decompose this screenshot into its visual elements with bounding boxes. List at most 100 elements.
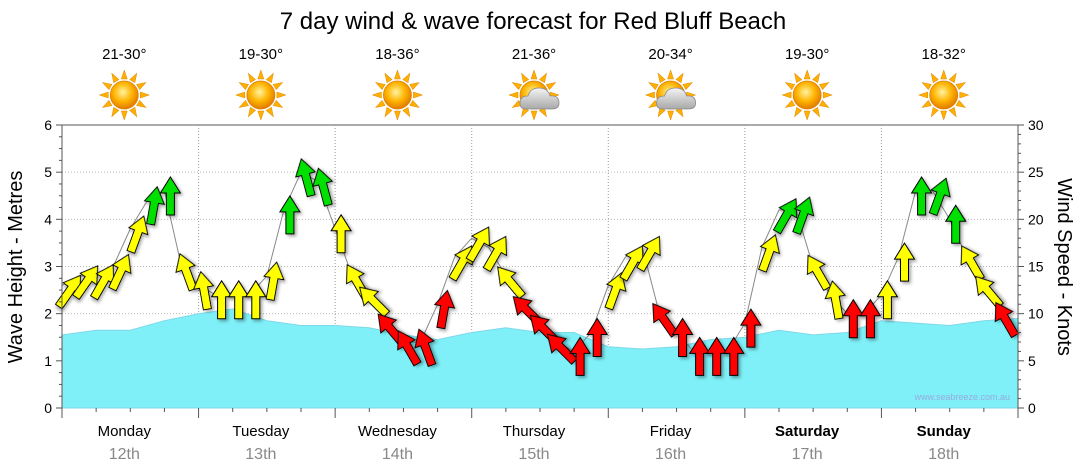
wind-arrow bbox=[569, 336, 592, 376]
wind-arrow bbox=[330, 213, 353, 254]
wind-arrow-shape bbox=[859, 298, 882, 339]
wind-arrow-shape bbox=[546, 333, 578, 365]
sun-ray bbox=[530, 69, 538, 80]
sun-disc bbox=[109, 80, 139, 110]
wind-arrow-shape bbox=[244, 279, 267, 320]
sun-ray bbox=[276, 91, 287, 99]
wind-arrow bbox=[414, 328, 437, 368]
wind-arrow bbox=[497, 266, 526, 300]
sun-ray bbox=[948, 72, 957, 84]
wind-arrow bbox=[859, 298, 882, 339]
sun-rays bbox=[235, 69, 287, 121]
wind-arrow-shape bbox=[263, 261, 285, 301]
wind-arrow-shape bbox=[312, 167, 334, 207]
wind-arrow-shape bbox=[143, 185, 166, 226]
sun-ray bbox=[682, 82, 693, 91]
sun-ray bbox=[930, 106, 939, 118]
day-temperature: 19-30° bbox=[785, 46, 829, 63]
sun-ray bbox=[538, 72, 547, 84]
wind-arrow bbox=[126, 215, 149, 254]
wind-arrow-shape bbox=[758, 234, 781, 273]
sun-ray bbox=[794, 106, 803, 118]
sun-ray bbox=[120, 110, 128, 121]
wind-arrow bbox=[671, 317, 694, 357]
sun-rays bbox=[781, 69, 833, 121]
sun-ray bbox=[129, 106, 138, 118]
wind-arrow bbox=[758, 234, 781, 273]
sun-icon bbox=[781, 69, 833, 121]
x-axis: Monday 12th Tuesday 13th Wednesday 14th Thursd… bbox=[61, 408, 1019, 463]
wind-arrow-shape bbox=[792, 196, 815, 235]
wind-arrow-shape bbox=[772, 198, 798, 235]
sun-ray bbox=[238, 82, 249, 91]
wind-arrow-shape bbox=[482, 235, 507, 273]
day-temperature: 18-36° bbox=[375, 46, 419, 63]
sun-ray bbox=[667, 110, 674, 121]
wind-arrows bbox=[54, 158, 1020, 376]
left-tick-label: 6 bbox=[44, 117, 52, 133]
sun-ray bbox=[247, 72, 256, 84]
sun-ray bbox=[136, 99, 147, 108]
sun-ray bbox=[98, 91, 109, 99]
day-name: Saturday bbox=[775, 423, 840, 440]
wind-arrow bbox=[263, 261, 285, 301]
sun-ray bbox=[101, 82, 113, 91]
wind-arrow bbox=[546, 333, 578, 365]
wind-arrow bbox=[928, 177, 951, 217]
right-tick-label: 20 bbox=[1028, 211, 1044, 227]
day-date: 14th bbox=[382, 446, 413, 463]
left-tick-label: 3 bbox=[44, 259, 52, 275]
sun-ray bbox=[675, 72, 684, 84]
sun-disc bbox=[246, 80, 276, 110]
wind-arrow-shape bbox=[295, 158, 317, 198]
wind-arrow-shape bbox=[330, 213, 353, 254]
sun-ray bbox=[257, 110, 265, 121]
wind-arrow bbox=[448, 245, 473, 282]
wind-arrow-shape bbox=[448, 245, 473, 282]
left-axis: 0 1 2 3 4 5 6 bbox=[44, 117, 63, 416]
wind-arrow bbox=[824, 280, 846, 320]
sun-ray bbox=[667, 69, 674, 80]
wind-arrow bbox=[722, 336, 745, 376]
day-name: Sunday bbox=[917, 423, 972, 440]
sun-ray bbox=[257, 69, 265, 80]
wind-arrow-shape bbox=[910, 176, 933, 216]
wind-arrow-shape bbox=[359, 286, 391, 318]
day-name: Thursday bbox=[503, 423, 566, 440]
day-date: 17th bbox=[792, 446, 823, 463]
sun-ray bbox=[794, 72, 803, 84]
wind-arrow bbox=[397, 330, 422, 367]
wind-arrow bbox=[604, 271, 627, 311]
wind-arrow bbox=[295, 158, 317, 198]
right-tick-label: 0 bbox=[1028, 400, 1036, 416]
day-date: 18th bbox=[928, 446, 959, 463]
sun-ray bbox=[803, 69, 811, 80]
sun-rays bbox=[371, 69, 424, 121]
sun-ray bbox=[402, 72, 411, 84]
sun-ray bbox=[129, 72, 138, 84]
wind-arrow-shape bbox=[671, 317, 694, 357]
wind-arrow bbox=[994, 301, 1020, 339]
wind-arrow-shape bbox=[824, 280, 846, 320]
sun-rays bbox=[98, 69, 151, 121]
day-temperature: 21-30° bbox=[102, 46, 146, 63]
day-name: Monday bbox=[98, 423, 152, 440]
wind-arrow-shape bbox=[433, 289, 456, 330]
sun-ray bbox=[822, 91, 833, 99]
wind-arrow bbox=[806, 254, 832, 292]
sun-ray bbox=[511, 82, 523, 91]
left-tick-label: 4 bbox=[44, 211, 52, 227]
wind-arrow bbox=[192, 270, 215, 311]
day-date: 12th bbox=[109, 446, 140, 463]
day-temperature: 20-34° bbox=[648, 46, 692, 63]
wind-arrow-shape bbox=[806, 254, 832, 292]
sun-ray bbox=[265, 72, 274, 84]
sun-ray bbox=[812, 106, 821, 118]
wind-arrow-shape bbox=[108, 253, 132, 292]
day-temperature: 21-36° bbox=[512, 46, 556, 63]
left-tick-label: 0 bbox=[44, 400, 52, 416]
sun-ray bbox=[111, 72, 120, 84]
weather-row: 21-30° 19-30° 18-36° 21-36° 20-34° 19-30° 18-3… bbox=[98, 46, 970, 121]
sun-ray bbox=[930, 72, 939, 84]
wind-arrow-shape bbox=[569, 336, 592, 376]
